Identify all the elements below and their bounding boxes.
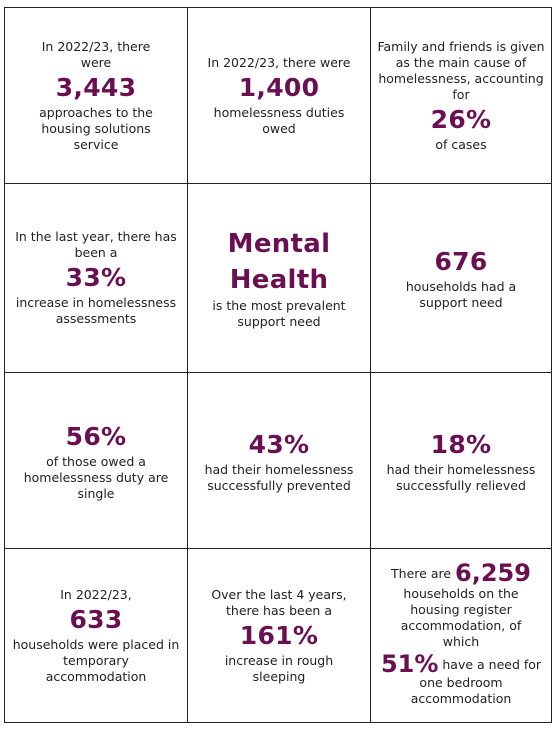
stat-middle-text: households on the housing register accom… xyxy=(400,585,522,649)
stat-cell-rough-sleeping: Over the last 4 years, there has been a … xyxy=(188,549,371,723)
stat-description: households were placed in temporary acco… xyxy=(12,636,180,684)
stat-cell-mental-health: Mental Health is the most prevalent supp… xyxy=(188,184,371,373)
stat-description: is the most prevalent support need xyxy=(212,298,346,329)
stat-cell-family-friends: Family and friends is given as the main … xyxy=(371,8,552,184)
stat-intro: Over the last 4 years, there has been a xyxy=(211,586,347,618)
stats-grid: In 2022/23, there were 3,443 approaches … xyxy=(4,7,552,723)
stat-intro: There are xyxy=(391,565,452,581)
stat-inline-text: have a need for xyxy=(442,656,542,672)
stat-value: 26% xyxy=(430,104,492,134)
stat-value: 56% xyxy=(65,421,127,451)
stat-description: had their homelessness successfully prev… xyxy=(204,461,354,493)
stat-description: households had a support need xyxy=(405,279,517,310)
stat-description: of those owed a homelessness duty are si… xyxy=(23,453,169,501)
stat-cell-housing-register: There are 6,259 households on the housin… xyxy=(371,549,552,723)
stat-cell-temporary-accommodation: In 2022/23, 633 households were placed i… xyxy=(5,549,188,723)
stat-intro: In 2022/23, there were xyxy=(207,54,351,70)
stat-cell-support-need: 676 households had a support need xyxy=(371,184,552,373)
stat-second-line: 51% have a need for xyxy=(381,652,542,676)
stat-value: 43% xyxy=(248,429,310,459)
stat-cell-single: 56% of those owed a homelessness duty ar… xyxy=(5,373,188,549)
stat-value: 3,443 xyxy=(55,72,137,102)
stat-value: 161% xyxy=(239,620,319,650)
stat-intro-line: There are 6,259 xyxy=(391,561,531,585)
stat-intro: In 2022/23, xyxy=(60,586,132,602)
stat-description: homelessness duties owed xyxy=(213,104,345,136)
stat-value: 676 xyxy=(434,247,488,276)
stat-description: of cases xyxy=(435,136,487,152)
stat-cell-prevented: 43% had their homelessness successfully … xyxy=(188,373,371,549)
stat-value-line2: Health xyxy=(229,265,329,295)
stat-cell-relieved: 18% had their homelessness successfully … xyxy=(371,373,552,549)
stat-cell-approaches: In 2022/23, there were 3,443 approaches … xyxy=(5,8,188,184)
stat-value: 1,400 xyxy=(238,72,320,102)
stat-value: 633 xyxy=(69,604,123,634)
stat-description: increase in rough sleeping xyxy=(224,652,334,684)
stat-value-secondary: 51% xyxy=(380,649,439,678)
stat-intro: In the last year, there has been a xyxy=(15,229,177,260)
stat-value: 6,259 xyxy=(455,558,531,587)
stat-description: approaches to the housing solutions serv… xyxy=(39,104,153,152)
stat-intro: Family and friends is given as the main … xyxy=(377,38,545,102)
stat-cell-assessments: In the last year, there has been a 33% i… xyxy=(5,184,188,373)
stat-cell-duties: In 2022/23, there were 1,400 homelessnes… xyxy=(188,8,371,184)
stat-value: 33% xyxy=(65,263,127,292)
stat-value: 18% xyxy=(430,429,492,459)
stat-description: one bedroom accommodation xyxy=(410,674,512,706)
stat-value-line1: Mental xyxy=(227,229,331,259)
stat-description: had their homelessness successfully reli… xyxy=(386,461,536,493)
stat-intro: In 2022/23, there were xyxy=(41,38,151,70)
stat-description: increase in homelessness assessments xyxy=(15,295,177,326)
